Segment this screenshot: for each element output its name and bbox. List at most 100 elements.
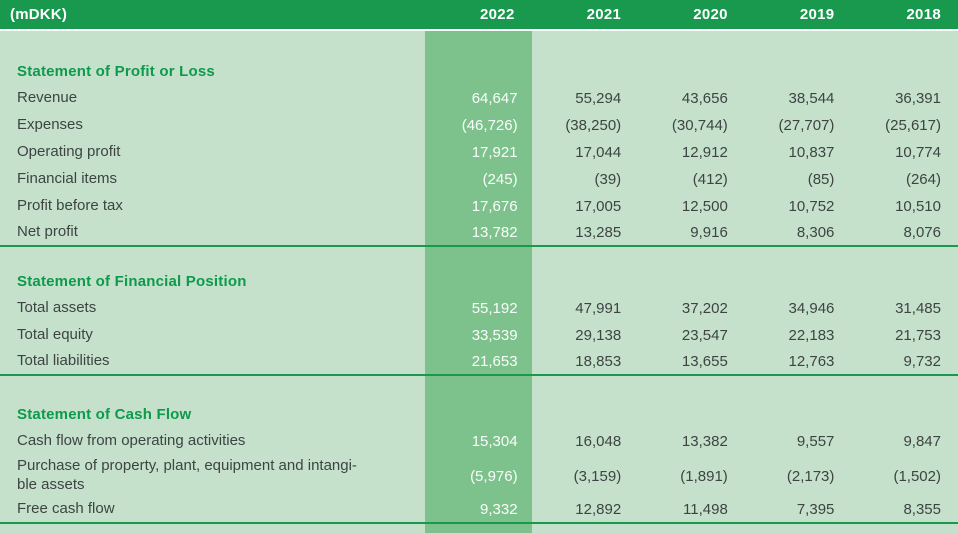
value-cell-2022: (46,726) — [461, 117, 518, 134]
value-cell-2020: 23,547 — [681, 327, 728, 344]
value-cell-2021: 16,048 — [575, 433, 622, 450]
section-heading-financial-position: Statement of Financial Position — [17, 273, 247, 290]
value-cell-2018: (25,617) — [885, 117, 941, 134]
value-cell-2020: (1,891) — [680, 467, 728, 485]
value-cell-2020: 13,655 — [681, 353, 728, 370]
value-cell-2022: 13,782 — [471, 224, 518, 241]
value-cell-2018: (264) — [905, 171, 941, 188]
section-cash-flow: Statement of Cash Flow — [0, 401, 958, 428]
table-row-expenses: Expenses (46,726) (38,250) (30,744) (27,… — [0, 112, 958, 139]
table-row-free-cash-flow: Free cash flow 9,332 12,892 11,498 7,395… — [0, 497, 958, 524]
value-cell-2019: 22,183 — [788, 327, 835, 344]
value-cell-2021: 12,892 — [575, 501, 622, 518]
row-label: Net profit — [17, 223, 78, 241]
row-label: Free cash flow — [17, 500, 115, 518]
value-cell-2018: 8,076 — [903, 224, 941, 241]
value-cell-2019: 12,763 — [788, 353, 835, 370]
row-label: Expenses — [17, 116, 83, 134]
value-cell-2018: 9,847 — [903, 433, 941, 450]
value-cell-2022: (245) — [482, 171, 518, 188]
value-cell-2022: 55,192 — [471, 300, 518, 317]
value-cell-2019: 10,837 — [788, 144, 835, 161]
value-cell-2019: 9,557 — [796, 433, 835, 450]
row-label: Profit before tax — [17, 197, 123, 215]
value-cell-2018: (1,502) — [893, 467, 941, 485]
value-cell-2018: 31,485 — [895, 300, 941, 317]
table-row-financial-items: Financial items (245) (39) (412) (85) (2… — [0, 166, 958, 193]
table-row-total-assets: Total assets 55,192 47,991 37,202 34,946… — [0, 295, 958, 322]
value-cell-2021: 18,853 — [575, 353, 622, 370]
table-row-total-equity: Total equity 33,539 29,138 23,547 22,183… — [0, 322, 958, 349]
value-cell-2022: 33,539 — [471, 327, 518, 344]
value-cell-2020: (30,744) — [671, 117, 728, 134]
value-cell-2019: (2,173) — [786, 467, 835, 485]
value-cell-2018: 10,774 — [895, 144, 941, 161]
section-profit-or-loss: Statement of Profit or Loss — [0, 58, 958, 85]
table-row-cash-flow-operating: Cash flow from operating activities 15,3… — [0, 428, 958, 455]
highlighted-2022-column-band — [425, 31, 532, 533]
row-label: Total equity — [17, 326, 93, 344]
row-label: Total assets — [17, 299, 97, 317]
value-cell-2020: 11,498 — [683, 501, 728, 518]
value-cell-2022: 64,647 — [471, 90, 518, 107]
value-cell-2020: 12,500 — [681, 198, 728, 215]
unit-label: (mDKK) — [10, 6, 68, 23]
year-header-2020: 2020 — [693, 6, 728, 23]
value-cell-2020: 12,912 — [681, 144, 728, 161]
value-cell-2019: 38,544 — [788, 90, 835, 107]
value-cell-2020: 43,656 — [681, 90, 728, 107]
row-label: Revenue — [17, 89, 78, 107]
header-separator — [0, 29, 958, 31]
value-cell-2022: 17,921 — [471, 144, 518, 161]
value-cell-2021: 55,294 — [575, 90, 622, 107]
value-cell-2021: 47,991 — [575, 300, 622, 317]
value-cell-2019: 10,752 — [788, 198, 835, 215]
row-label: Operating profit — [17, 143, 121, 161]
table-row-total-liabilities: Total liabilities 21,653 18,853 13,655 1… — [0, 349, 958, 376]
value-cell-2022: 21,653 — [471, 353, 518, 370]
section-heading-profit-or-loss: Statement of Profit or Loss — [17, 63, 215, 80]
value-cell-2019: 34,946 — [788, 300, 835, 317]
value-cell-2020: 13,382 — [681, 433, 728, 450]
table-row-operating-profit: Operating profit 17,921 17,044 12,912 10… — [0, 139, 958, 166]
value-cell-2019: (27,707) — [778, 117, 835, 134]
year-header-2021: 2021 — [586, 6, 622, 23]
value-cell-2022: 17,676 — [471, 198, 518, 215]
value-cell-2021: 17,005 — [575, 198, 622, 215]
value-cell-2018: 36,391 — [895, 90, 941, 107]
row-label: Total liabilities — [17, 352, 110, 370]
year-header-2022: 2022 — [480, 6, 515, 23]
value-cell-2018: 8,355 — [903, 501, 941, 518]
table-body: Statement of Profit or Loss Revenue 64,6… — [0, 31, 958, 533]
value-cell-2022: 9,332 — [480, 501, 518, 518]
table-row-purchase-ppe: Purchase of property, plant, equipment a… — [0, 455, 958, 497]
row-label: Financial items — [17, 170, 118, 188]
row-label: Cash flow from operating activities — [17, 432, 246, 450]
value-cell-2018: 21,753 — [895, 327, 941, 344]
value-cell-2021: (39) — [594, 171, 622, 188]
value-cell-2018: 9,732 — [903, 353, 941, 370]
value-cell-2021: 17,044 — [575, 144, 622, 161]
section-financial-position: Statement of Financial Position — [0, 268, 958, 295]
value-cell-2020: (412) — [692, 171, 728, 188]
value-cell-2020: 37,202 — [681, 300, 728, 317]
table-row-net-profit: Net profit 13,782 13,285 9,916 8,306 8,0… — [0, 220, 958, 247]
value-cell-2022: (5,976) — [470, 467, 518, 485]
value-cell-2019: 7,395 — [796, 501, 835, 518]
table-header-row: (mDKK) 2022 2021 2020 2019 2018 — [0, 0, 958, 29]
year-header-2018: 2018 — [906, 6, 941, 23]
table-row-revenue: Revenue 64,647 55,294 43,656 38,544 36,3… — [0, 85, 958, 112]
value-cell-2021: 13,285 — [575, 224, 622, 241]
year-header-2019: 2019 — [799, 6, 835, 23]
value-cell-2019: (85) — [807, 171, 835, 188]
value-cell-2021: 29,138 — [575, 327, 622, 344]
value-cell-2022: 15,304 — [471, 433, 518, 450]
section-heading-cash-flow: Statement of Cash Flow — [17, 406, 192, 423]
value-cell-2020: 9,916 — [690, 224, 728, 241]
table-row-profit-before-tax: Profit before tax 17,676 17,005 12,500 1… — [0, 193, 958, 220]
value-cell-2021: (38,250) — [565, 117, 622, 134]
value-cell-2018: 10,510 — [895, 198, 941, 215]
row-label: Purchase of property, plant, equipment a… — [17, 457, 357, 493]
value-cell-2021: (3,159) — [573, 467, 622, 485]
